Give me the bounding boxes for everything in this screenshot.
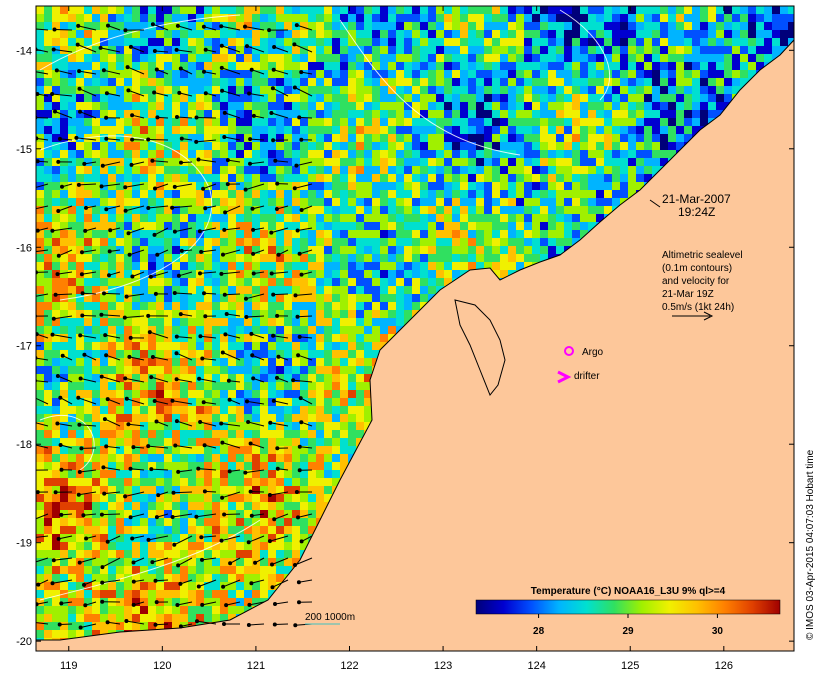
lat-tick-label: -20 xyxy=(16,636,32,648)
argo-marker: Argo xyxy=(564,346,604,358)
time-label: 19:24Z xyxy=(678,205,715,219)
lon-tick-label: 119 xyxy=(60,660,78,672)
land-mass xyxy=(36,6,794,651)
lon-tick-label: 124 xyxy=(527,660,545,672)
lat-tick-label: -14 xyxy=(16,45,32,57)
lat-tick-label: -17 xyxy=(16,341,32,353)
legend-line-2: (0.1m contours) xyxy=(662,263,732,274)
lon-tick-label: 123 xyxy=(434,660,452,672)
argo-icon xyxy=(564,346,574,356)
drifter-label: drifter xyxy=(574,371,600,382)
depth-scale: 200 1000m xyxy=(305,612,355,625)
legend-line-3: and velocity for xyxy=(662,276,730,287)
lat-tick-label: -18 xyxy=(16,439,32,451)
altimetry-legend: Altimetric sealevel (0.1m contours) and … xyxy=(662,250,743,321)
velocity-arrows xyxy=(36,22,313,630)
coast-peninsula xyxy=(454,299,506,396)
colorbar: Temperature (°C) NOAA16_L3U 9% ql>=4 28 2… xyxy=(475,586,781,637)
legend-line-1: Altimetric sealevel xyxy=(662,250,743,261)
axes: 119 120 121 122 123 124 125 126 -14 -15 -16 -17 -18 -… xyxy=(16,6,794,672)
colorbar-ramp xyxy=(475,599,781,615)
drifter-marker: drifter xyxy=(557,370,600,384)
lon-tick-label: 122 xyxy=(340,660,358,672)
lon-tick-label: 120 xyxy=(153,660,171,672)
lat-tick-label: -15 xyxy=(16,144,32,156)
argo-label: Argo xyxy=(582,347,604,358)
credit-label: © IMOS 03-Apr-2015 04:07:03 Hobart time xyxy=(805,449,816,640)
date-label: 21-Mar-2007 xyxy=(662,192,731,206)
lon-tick-label: 125 xyxy=(621,660,639,672)
lat-tick-label: -19 xyxy=(16,538,32,550)
legend-line-5: 0.5m/s (1kt 24h) xyxy=(662,302,734,313)
lat-tick-label: -16 xyxy=(16,242,32,254)
colorbar-tick-label: 29 xyxy=(622,626,634,637)
plot-frame xyxy=(35,5,795,652)
colorbar-tick-label: 28 xyxy=(533,626,545,637)
depth-scale-label: 200 1000m xyxy=(305,612,355,623)
legend-line-4: 21-Mar 19Z xyxy=(662,289,714,300)
sealevel-contours xyxy=(39,9,611,601)
timestamp-annotation: 21-Mar-2007 19:24Z xyxy=(649,192,731,219)
drifter-icon xyxy=(557,370,572,384)
lon-tick-label: 121 xyxy=(247,660,265,672)
colorbar-title: Temperature (°C) NOAA16_L3U 9% ql>=4 xyxy=(531,586,726,597)
lon-tick-label: 126 xyxy=(715,660,733,672)
colorbar-tick-label: 30 xyxy=(712,626,724,637)
